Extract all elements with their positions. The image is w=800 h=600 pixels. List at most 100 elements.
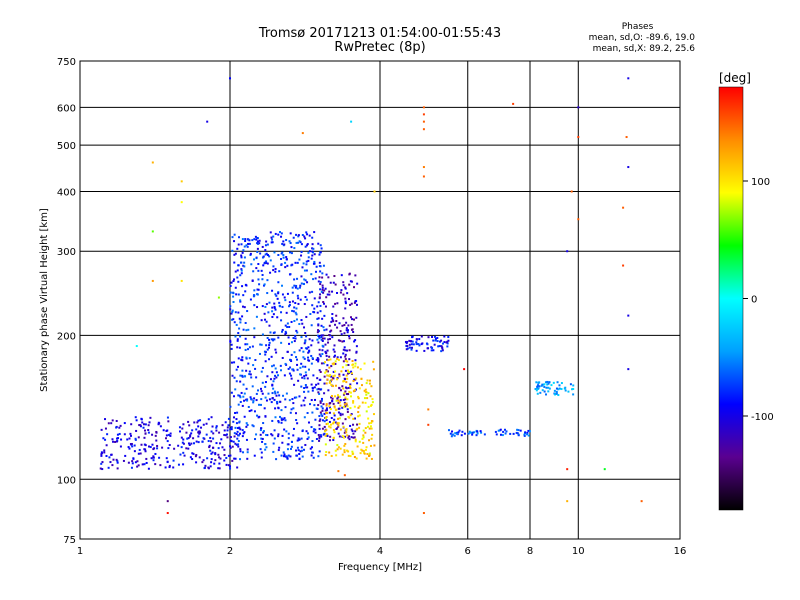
x-tick-label: 10	[572, 546, 585, 557]
data-point	[136, 465, 139, 468]
data-point	[233, 233, 236, 236]
data-point	[111, 464, 114, 467]
data-point	[267, 254, 270, 257]
data-point	[284, 333, 287, 336]
data-point	[300, 347, 303, 350]
data-point	[349, 424, 352, 427]
data-point	[367, 405, 370, 408]
data-point	[315, 358, 318, 361]
data-point	[237, 280, 240, 283]
data-point	[229, 291, 232, 294]
data-point	[327, 389, 330, 392]
data-point	[316, 331, 319, 334]
data-point	[305, 244, 308, 247]
data-point	[344, 300, 347, 303]
data-point	[498, 429, 501, 432]
data-point	[254, 235, 257, 238]
data-point	[237, 394, 240, 397]
data-point	[215, 429, 218, 432]
data-point	[166, 440, 169, 443]
data-point	[298, 258, 301, 261]
data-point	[332, 385, 335, 388]
data-point	[410, 348, 413, 351]
data-point	[341, 385, 344, 388]
data-point	[154, 452, 157, 455]
data-point	[300, 243, 303, 246]
data-point	[342, 317, 345, 320]
data-point	[218, 462, 221, 465]
data-point	[290, 353, 293, 356]
data-point	[236, 411, 239, 414]
data-point	[166, 512, 169, 515]
data-point	[262, 431, 265, 434]
data-point	[405, 348, 408, 351]
data-point	[334, 283, 337, 286]
data-point	[260, 451, 263, 454]
data-point	[408, 346, 411, 349]
data-point	[346, 331, 349, 334]
data-point	[410, 343, 413, 346]
data-point	[371, 433, 374, 436]
data-point	[499, 433, 502, 436]
data-point	[317, 242, 320, 245]
data-point	[334, 449, 337, 452]
data-point	[264, 381, 267, 384]
data-point	[293, 284, 296, 287]
data-point	[345, 393, 348, 396]
data-point	[151, 161, 154, 164]
data-point	[305, 374, 308, 377]
data-point	[119, 424, 122, 427]
data-point	[271, 419, 274, 422]
data-point	[277, 336, 280, 339]
data-point	[284, 299, 287, 302]
data-point	[341, 453, 344, 456]
data-point	[516, 432, 519, 435]
data-point	[538, 381, 541, 384]
data-point	[337, 470, 340, 473]
data-point	[256, 240, 259, 243]
data-point	[236, 437, 239, 440]
data-point	[186, 437, 189, 440]
data-point	[329, 330, 332, 333]
data-point	[271, 238, 274, 241]
data-point	[318, 427, 321, 430]
data-point	[229, 445, 232, 448]
data-point	[571, 388, 574, 391]
data-point	[354, 388, 357, 391]
data-point	[261, 366, 264, 369]
data-point	[577, 106, 580, 109]
data-point	[517, 433, 520, 436]
data-point	[280, 369, 283, 372]
data-point	[143, 436, 146, 439]
data-point	[229, 77, 231, 80]
data-point	[282, 256, 285, 259]
y-tick-label: 100	[57, 475, 76, 486]
data-point	[238, 236, 241, 239]
data-point	[343, 401, 346, 404]
data-point	[259, 403, 262, 406]
data-point	[405, 342, 408, 345]
data-point	[453, 434, 456, 437]
data-point	[350, 428, 353, 431]
data-point	[182, 438, 185, 441]
data-point	[354, 339, 357, 342]
data-point	[256, 247, 259, 250]
data-point	[229, 405, 232, 408]
data-point	[207, 467, 210, 470]
data-point	[254, 367, 257, 370]
data-point	[332, 305, 335, 308]
data-point	[253, 454, 256, 457]
data-point	[297, 449, 300, 452]
data-point	[300, 362, 303, 365]
data-point	[422, 166, 425, 169]
data-point	[355, 350, 358, 353]
data-point	[101, 468, 104, 471]
data-point	[264, 244, 267, 247]
data-point	[460, 434, 463, 437]
data-point	[434, 339, 437, 342]
data-point	[190, 432, 193, 435]
data-point	[352, 331, 355, 334]
data-point	[309, 447, 312, 450]
data-point	[273, 437, 276, 440]
data-point	[99, 467, 102, 470]
